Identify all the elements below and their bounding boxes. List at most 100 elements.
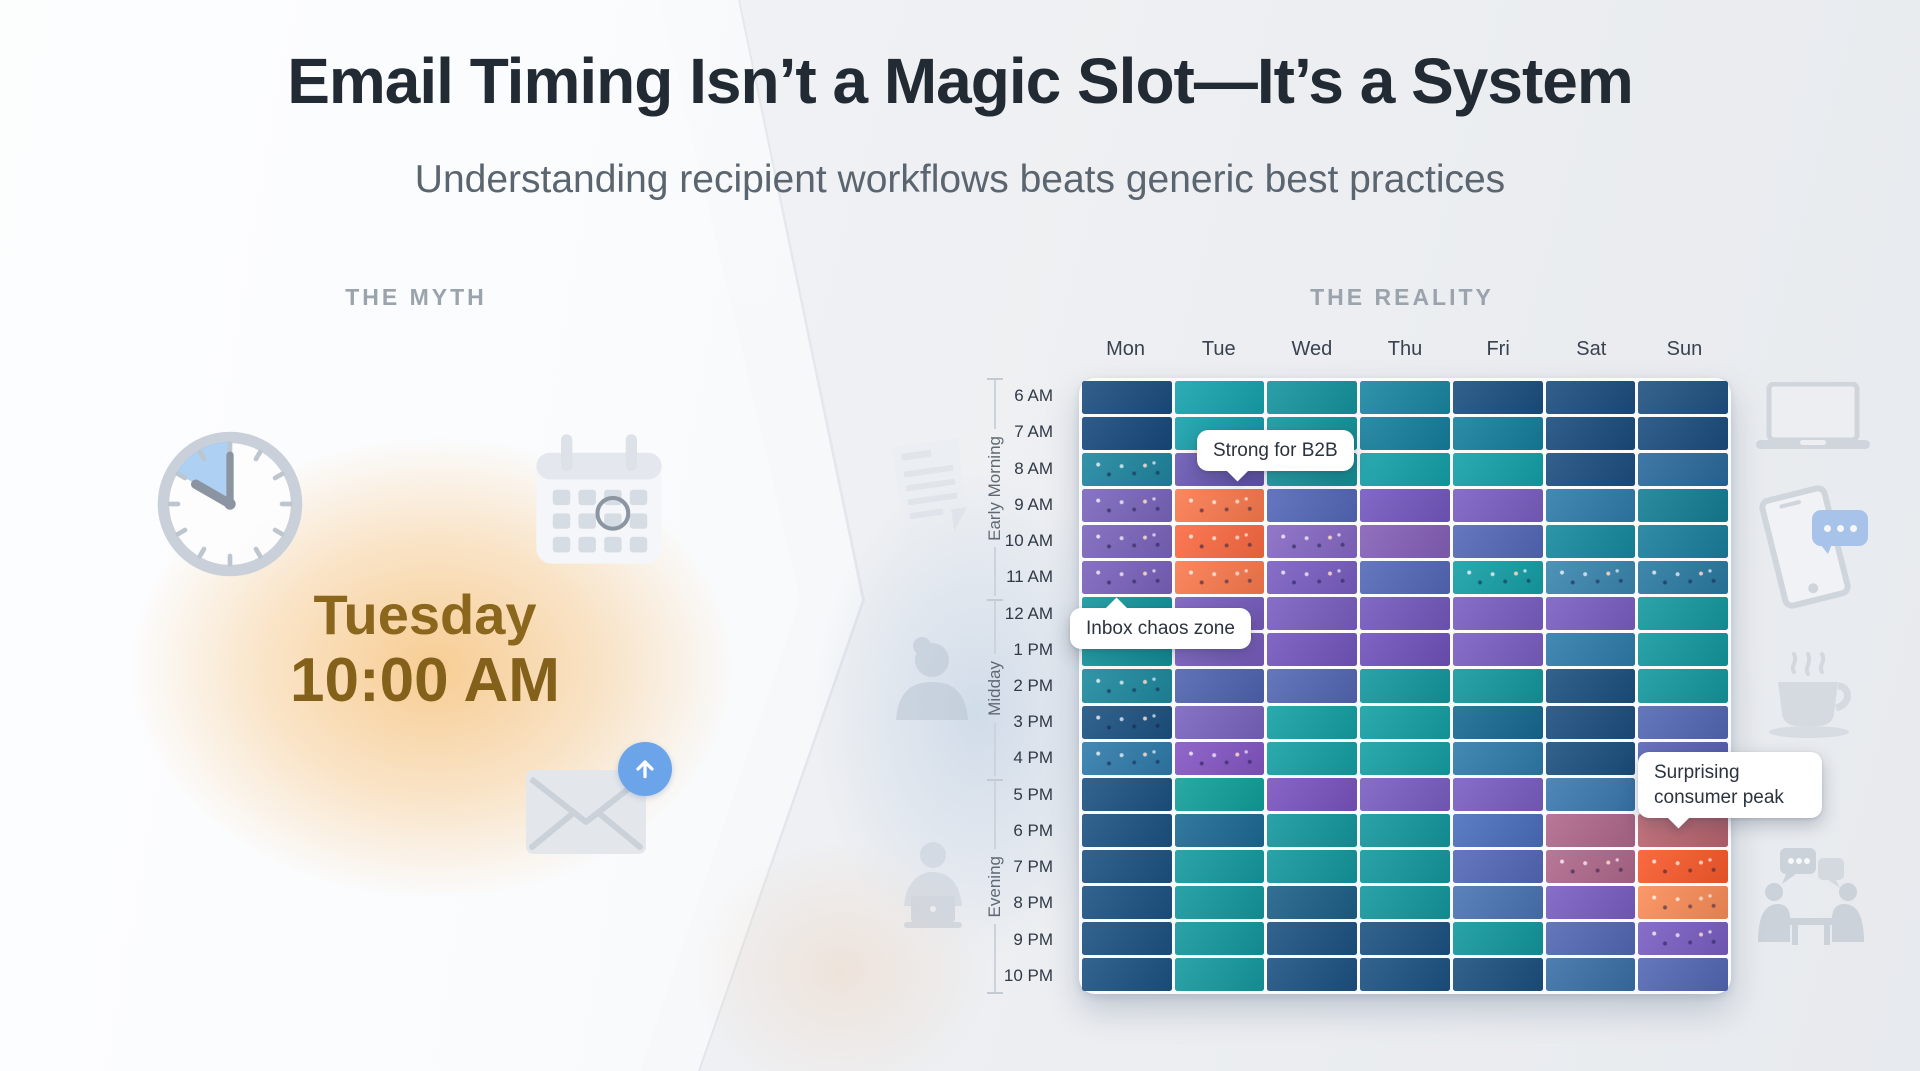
heatmap-cell (1638, 453, 1728, 487)
heatmap-cell (1545, 561, 1636, 595)
heatmap-cell (1360, 453, 1450, 487)
heatmap-cell (1360, 777, 1450, 811)
annotation-inbox-chaos: Inbox chaos zone (1070, 608, 1251, 650)
heatmap-hour-labels: 6 AM 7 AM 8 AM 9 AM 10 AM 11 AM 12 AM 1 PM 2 PM 3… (988, 378, 1066, 994)
heatmap-cell (1082, 453, 1172, 487)
heatmap-cell (1174, 525, 1265, 559)
page-subtitle: Understanding recipient workflows beats … (414, 158, 1506, 201)
hour-label: 7 AM (1014, 422, 1053, 442)
heatmap-cell (1082, 561, 1172, 595)
heatmap-cell (1267, 957, 1358, 991)
heatmap-cell (1452, 813, 1543, 847)
heatmap-cell (1545, 957, 1636, 991)
hour-label: 7 PM (1013, 857, 1053, 877)
person-icon (896, 637, 968, 720)
heatmap-grid (1079, 378, 1731, 994)
heatmap-cell (1174, 669, 1265, 703)
heatmap-cell (1638, 885, 1728, 919)
heatmap-cell (1082, 957, 1172, 991)
heatmap-cell (1360, 849, 1450, 883)
heatmap-cell (1267, 381, 1358, 415)
phone-chat-icon (1757, 483, 1868, 611)
heatmap-day-header: Mon Tue Wed Thu Fri Sat Sun (1079, 334, 1731, 364)
chat-bubble-icon (1812, 510, 1868, 554)
heatmap-cell (1638, 561, 1728, 595)
heatmap-cell (1267, 813, 1358, 847)
heatmap-cell (1452, 597, 1543, 631)
heatmap-cell (1267, 597, 1358, 631)
heatmap-cell (1452, 705, 1543, 739)
heatmap-cell (1545, 813, 1636, 847)
heatmap-cell (1360, 561, 1450, 595)
heatmap-cell (1174, 741, 1265, 775)
heatmap-cell (1174, 957, 1265, 991)
row-group-midday: Midday (985, 599, 1005, 776)
heatmap-cell (1452, 849, 1543, 883)
heatmap-cell (1174, 849, 1265, 883)
hour-label: 12 AM (1004, 603, 1053, 623)
heatmap-cell (1174, 561, 1265, 595)
heatmap-cell (1638, 381, 1728, 415)
heatmap-cell (1360, 921, 1450, 955)
day-label: Tue (1201, 337, 1236, 360)
row-group-evening: Evening (985, 779, 1005, 994)
heatmap-cell (1082, 381, 1172, 415)
heatmap-cell (1452, 885, 1543, 919)
hour-label: 9 PM (1013, 929, 1053, 949)
heatmap-cell (1545, 849, 1636, 883)
heatmap-cell (1267, 525, 1358, 559)
annotation-consumer-peak: Surprising consumer peak (1638, 752, 1822, 819)
hour-label: 8 PM (1013, 893, 1053, 913)
heatmap-cell (1174, 813, 1265, 847)
hour-label: 1 PM (1013, 639, 1053, 659)
heatmap-cell (1174, 489, 1265, 523)
heatmap-cell (1638, 705, 1728, 739)
heatmap-cell (1082, 921, 1172, 955)
heatmap-cell (1174, 885, 1265, 919)
heatmap-cell (1545, 777, 1636, 811)
meeting-icon (1758, 848, 1864, 945)
heatmap-cell (1545, 453, 1636, 487)
day-label: Wed (1291, 337, 1333, 360)
heatmap-cell (1638, 489, 1728, 523)
heatmap-cell (1638, 417, 1728, 451)
heatmap-cell (1360, 741, 1450, 775)
heatmap-cell (1545, 885, 1636, 919)
heatmap-cell (1360, 885, 1450, 919)
coffee-icon (1764, 648, 1860, 740)
heatmap-cell (1638, 633, 1728, 667)
heatmap-cell (1082, 777, 1172, 811)
heatmap-cell (1082, 669, 1172, 703)
heatmap-cell (1267, 885, 1358, 919)
day-label: Sun (1666, 337, 1703, 360)
heatmap-cell (1267, 669, 1358, 703)
heatmap-cell (1174, 705, 1265, 739)
heatmap-cell (1452, 381, 1543, 415)
row-group-early-morning: Early Morning (985, 378, 1005, 596)
heatmap-cell (1267, 921, 1358, 955)
heatmap-cell (1267, 489, 1358, 523)
heatmap-cell (1452, 633, 1543, 667)
heatmap-cell (1360, 489, 1450, 523)
heatmap-cell (1545, 597, 1636, 631)
heatmap-cell (1545, 921, 1636, 955)
heatmap-cell (1545, 417, 1636, 451)
heatmap-cell (1082, 525, 1172, 559)
heatmap-cell (1082, 489, 1172, 523)
hour-label: 10 AM (1004, 531, 1053, 551)
hour-label: 10 PM (1003, 965, 1053, 985)
heatmap-cell (1638, 921, 1728, 955)
heatmap-cell (1360, 597, 1450, 631)
page-title: Email Timing Isn’t a Magic Slot—It’s a S… (287, 45, 1634, 117)
heatmap-cell (1082, 849, 1172, 883)
calendar-icon (536, 434, 662, 564)
hour-label: 6 AM (1014, 386, 1053, 406)
heatmap-cell (1452, 741, 1543, 775)
annotation-strong-b2b: Strong for B2B (1197, 430, 1354, 472)
heatmap-cell (1267, 561, 1358, 595)
heatmap-cell (1267, 849, 1358, 883)
send-arrow-icon (618, 742, 672, 796)
heatmap-cell (1452, 453, 1543, 487)
hour-label: 2 PM (1013, 675, 1053, 695)
hour-label: 4 PM (1013, 748, 1053, 768)
